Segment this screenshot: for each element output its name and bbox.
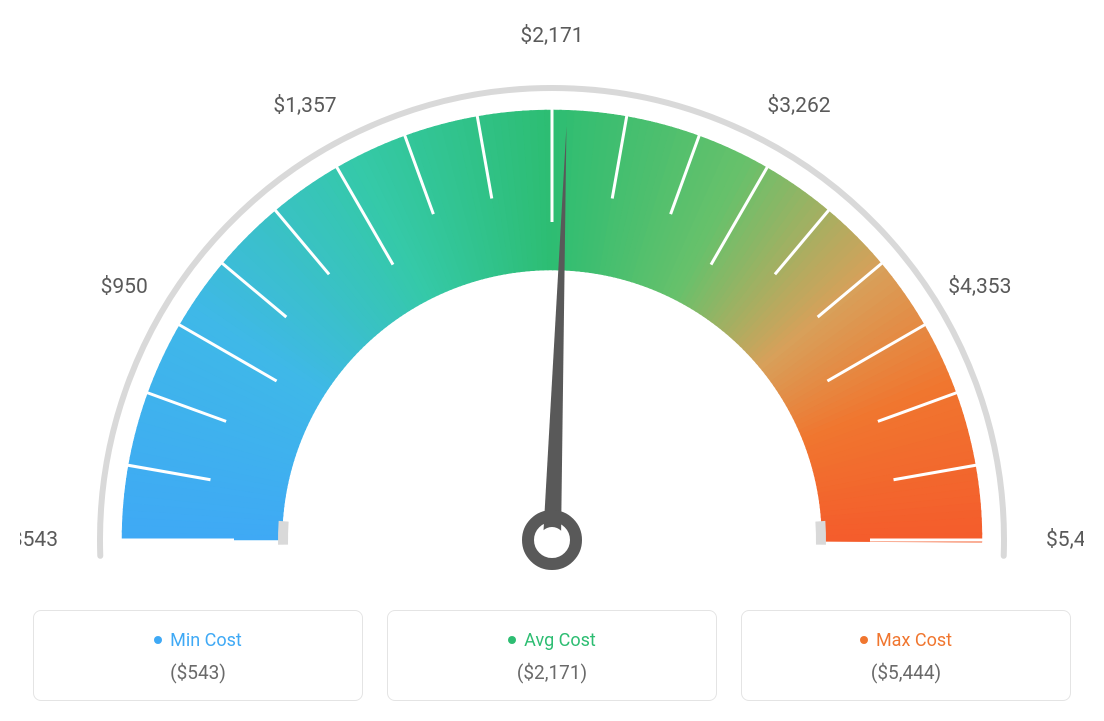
legend-label-max: Max Cost: [876, 630, 952, 651]
legend-card-avg: Avg Cost ($2,171): [387, 610, 717, 701]
gauge-chart: $543 $950 $1,357 $2,171 $3,262 $4,353 $5,444 M…: [20, 20, 1084, 701]
legend-dot-max: [860, 636, 868, 644]
legend-label-avg: Avg Cost: [524, 630, 596, 651]
gauge-tick-label: $2,171: [520, 24, 583, 48]
legend-value-max: ($5,444): [752, 661, 1060, 684]
gauge-tick-label: $3,262: [767, 94, 830, 118]
legend-label-min: Min Cost: [170, 630, 242, 651]
gauge-svg: $543 $950 $1,357 $2,171 $3,262 $4,353 $5,444: [20, 20, 1084, 580]
gauge-tick-label: $1,357: [273, 94, 336, 118]
legend-value-avg: ($2,171): [398, 661, 706, 684]
legend-dot-avg: [508, 636, 516, 644]
legend-dot-min: [154, 636, 162, 644]
legend-row: Min Cost ($543) Avg Cost ($2,171) Max Co…: [20, 610, 1084, 701]
gauge-tick-label: $5,444: [1046, 528, 1084, 552]
legend-card-min: Min Cost ($543): [33, 610, 363, 701]
inner-cap-left: [278, 521, 289, 545]
legend-value-min: ($543): [44, 661, 352, 684]
gauge-hub-hole: [539, 527, 565, 553]
gauge-tick-label: $950: [101, 275, 148, 299]
gauge-tick-label: $543: [20, 528, 58, 552]
gauge-tick-label: $4,353: [948, 275, 1011, 299]
legend-card-max: Max Cost ($5,444): [741, 610, 1071, 701]
inner-cap-right: [815, 521, 826, 545]
